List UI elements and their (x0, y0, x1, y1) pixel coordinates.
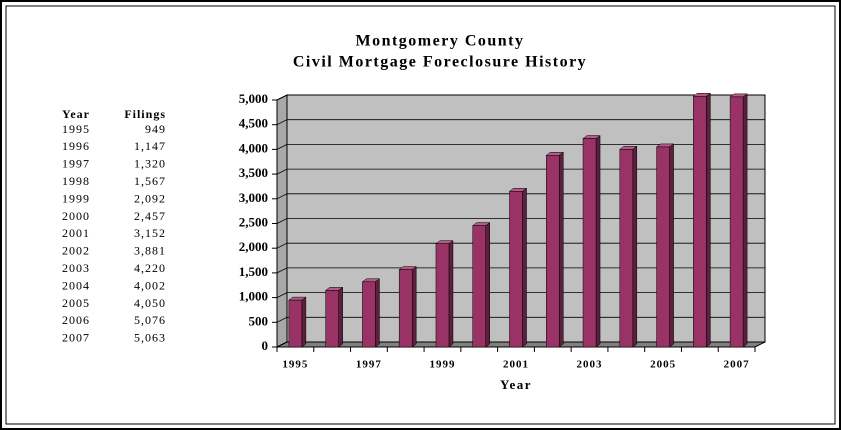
bar-side (375, 278, 380, 348)
x-tick-label: 1995 (282, 359, 308, 371)
bar (435, 243, 450, 348)
bar-side (632, 145, 638, 348)
table-year: 2001 (62, 226, 90, 240)
y-tick-label: 500 (249, 313, 269, 328)
grid-line (276, 242, 765, 249)
y-tick-label: 3,500 (239, 165, 268, 180)
bar (693, 95, 707, 348)
table-filings: 2,457 (134, 209, 166, 223)
table-filings: 3,152 (134, 226, 166, 240)
bar (582, 138, 597, 348)
bar-side (448, 240, 454, 348)
grid-line (276, 316, 765, 323)
grid-line (276, 119, 765, 126)
table-filings: 1,147 (134, 139, 166, 153)
grid-line (276, 341, 765, 348)
table-filings: 4,220 (134, 261, 166, 275)
table-filings: 949 (145, 122, 166, 136)
x-tick-label: 2001 (503, 359, 529, 371)
y-tick-label: 1,500 (239, 264, 268, 279)
x-tick-label: 2007 (724, 359, 750, 371)
grid-line (276, 193, 765, 200)
bar-side (706, 92, 711, 348)
table-year: 1996 (62, 139, 90, 153)
table-year: 2002 (62, 244, 90, 258)
grid-line (276, 267, 765, 274)
table-year: 1998 (62, 174, 90, 188)
bar-side (669, 143, 674, 348)
table-year: 2006 (62, 313, 90, 327)
y-tick-label: 5,000 (239, 91, 268, 106)
bar-side (338, 286, 343, 348)
bar (398, 269, 413, 348)
table-filings: 4,050 (134, 296, 166, 310)
grid-line (276, 218, 765, 224)
bar (325, 290, 339, 348)
bar-side (742, 93, 748, 348)
table-filings: 5,076 (134, 313, 166, 327)
x-tick-label: 1999 (429, 359, 455, 371)
y-tick-label: 0 (262, 338, 269, 353)
table-year: 2005 (62, 296, 90, 310)
inner-frame (5, 5, 836, 425)
y-tick-label: 2,500 (239, 214, 268, 229)
x-tick-label: 2005 (650, 359, 676, 371)
table-filings: 1,320 (134, 157, 166, 171)
table-year: 2003 (62, 261, 90, 275)
table-filings: 2,092 (134, 191, 166, 205)
bar-side (559, 151, 564, 348)
grid-line (276, 94, 765, 101)
table-filings: 4,002 (134, 278, 166, 292)
bar (619, 149, 634, 348)
table-year: 1995 (62, 122, 90, 136)
table-filings: 1,567 (134, 174, 166, 188)
x-tick-label: 2003 (577, 359, 603, 371)
table-year: 1997 (62, 157, 90, 171)
bar (729, 96, 744, 348)
table-year: 2000 (62, 209, 90, 223)
x-tick-label: 1997 (356, 359, 382, 371)
table-filings: 5,063 (134, 331, 166, 345)
bar-side (485, 222, 490, 348)
chart-subtitle: Civil Mortgage Foreclosure History (293, 54, 587, 71)
table-year: 2007 (62, 331, 90, 345)
table-header: Filings (124, 107, 166, 121)
table-year: 2004 (62, 278, 90, 292)
bar-side (522, 187, 527, 348)
y-tick-label: 2,000 (239, 239, 268, 254)
bar (656, 146, 670, 348)
bar (362, 281, 376, 348)
table-filings: 3,881 (134, 244, 166, 258)
bar-side (411, 266, 417, 348)
bar-side (301, 296, 307, 348)
chart-title: Montgomery County (355, 33, 524, 50)
bar (288, 299, 303, 348)
y-tick-label: 1,000 (239, 289, 268, 304)
grid-line (276, 143, 765, 150)
table-year: 1999 (62, 191, 90, 205)
grid-line (276, 168, 765, 175)
y-tick-label: 4,000 (239, 140, 268, 155)
bar (509, 191, 523, 348)
bar (546, 155, 560, 348)
y-tick-label: 4,500 (239, 116, 268, 131)
table-header: Year (62, 107, 90, 121)
bar-side (595, 135, 601, 348)
y-tick-label: 3,000 (239, 190, 268, 205)
grid-line (276, 292, 765, 298)
bar (472, 225, 486, 348)
x-axis-title: Year (500, 377, 532, 392)
